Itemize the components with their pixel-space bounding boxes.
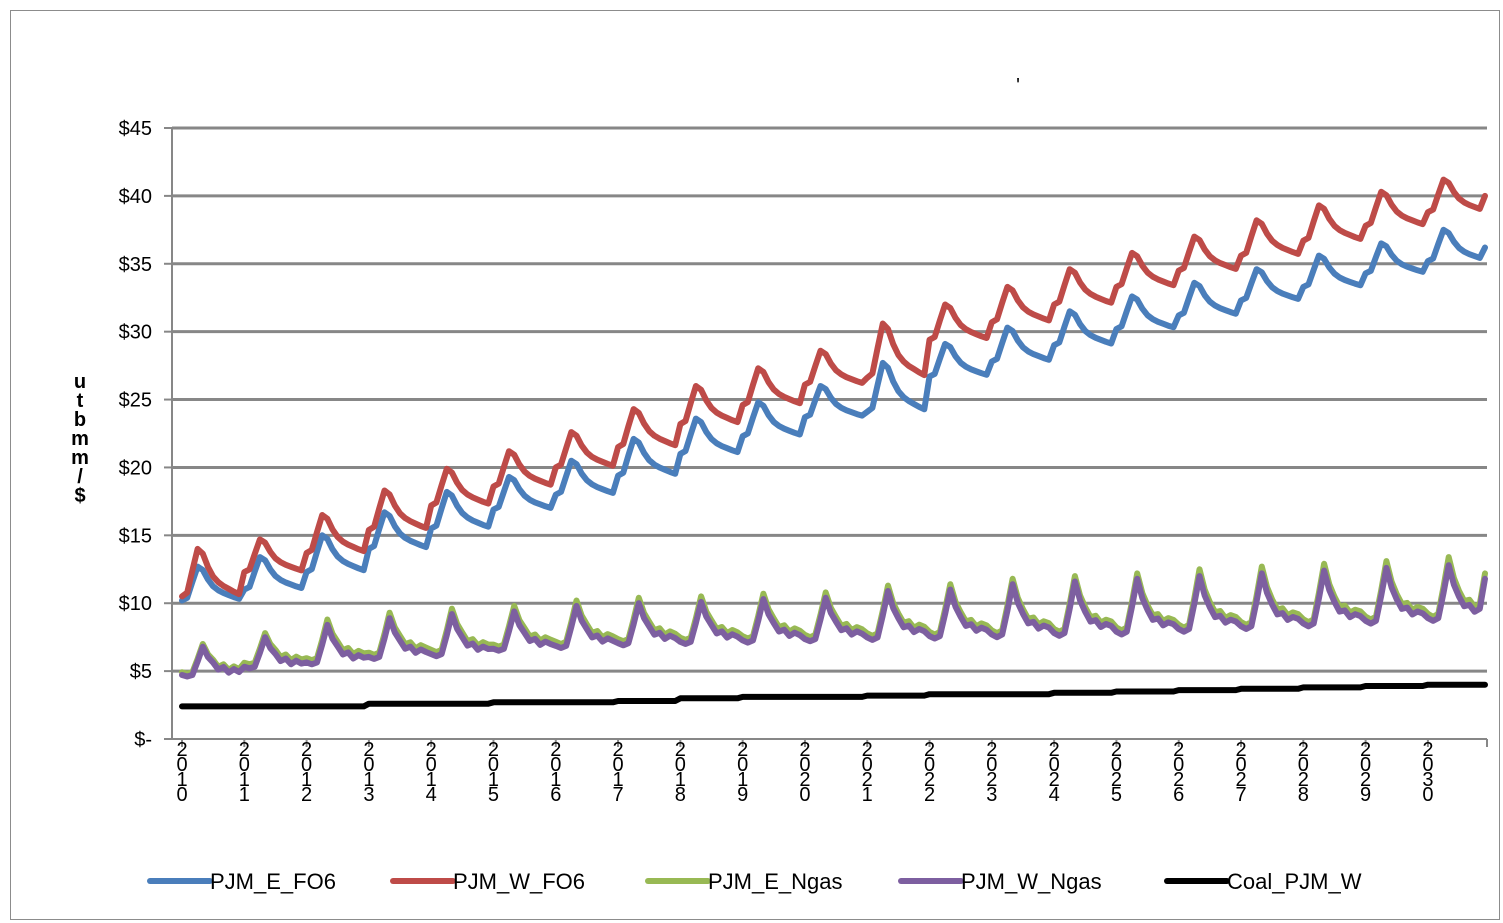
chart-title: ' (1016, 75, 1020, 97)
y-tick-label: $- (134, 729, 152, 751)
series-line-coal-pjm-w (179, 681, 1488, 710)
legend-label-pjm-e-ngas: PJM_E_Ngas (708, 869, 843, 894)
y-tick-label: $5 (130, 661, 152, 683)
gridlines (164, 126, 1487, 740)
legend-label-pjm-w-ngas: PJM_W_Ngas (961, 869, 1102, 894)
y-tick-label: $30 (119, 322, 152, 344)
y-tick-label: $25 (119, 390, 152, 412)
series-line-pjm-w-fo6 (179, 176, 1488, 600)
series-line-pjm-w-ngas (179, 562, 1488, 680)
series-lines (179, 176, 1488, 710)
y-tick-label: $35 (119, 254, 152, 276)
legend-label-pjm-w-fo6: PJM_W_FO6 (453, 869, 585, 894)
y-tick-label: $40 (119, 186, 152, 208)
legend-label-coal-pjm-w: Coal_PJM_W (1227, 869, 1362, 894)
legend-label-pjm-e-fo6: PJM_E_FO6 (210, 869, 336, 894)
y-axis-tick-labels: $- $5 $10 $15 $20 $25 $30 $35 $40 $45 (119, 118, 152, 751)
y-tick-label: $20 (119, 457, 152, 479)
y-axis-label: u t b m m / $ (71, 371, 89, 507)
chart-frame (10, 10, 1500, 920)
y-tick-label: $15 (119, 525, 152, 547)
y-tick-label: $10 (119, 593, 152, 615)
y-tick-label: $45 (119, 118, 152, 140)
legend: PJM_E_FO6 PJM_W_FO6 PJM_E_Ngas PJM_W_Ngas Co… (147, 869, 1362, 894)
axes (171, 128, 1488, 747)
y-axis-label-text: u t b m m / $ (71, 371, 89, 507)
x-axis-tick-labels: 2 0 1 0 2 0 1 1 2 0 1 2 2 0 1 3 2 0 1 4 2 0 1 5 2 0 1 6 2 0 1 7 2 0 1 8 2 0 1 9… (176, 739, 1433, 806)
series-line-pjm-e-fo6 (179, 226, 1488, 604)
